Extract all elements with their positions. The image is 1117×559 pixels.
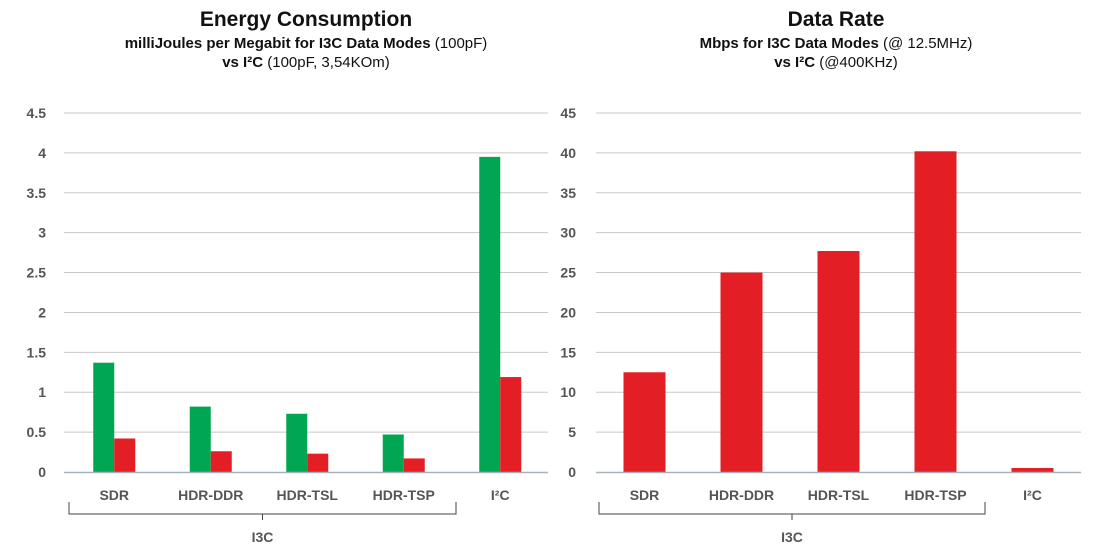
right-chart-subtitle-line1: Mbps for I3C Data Modes (@ 12.5MHz) [700,35,973,52]
left-chart-subtitle-line1: milliJoules per Megabit for I3C Data Mod… [125,35,488,52]
right-subtitle-line1-bold: Mbps for I3C Data Modes [700,35,879,52]
right-y-tick-label: 5 [568,424,576,440]
right-category-label: HDR-DDR [709,487,774,503]
left-bar [286,413,308,472]
right-y-tick-label: 10 [560,384,576,400]
right-y-tick-label: 40 [560,145,576,161]
right-chart-title: Data Rate [788,8,885,31]
right-category-label: HDR-TSP [904,487,966,503]
right-bar [720,272,763,472]
left-group-label: I3C [252,529,274,545]
left-y-tick-label: 2 [38,304,46,320]
left-bar [382,434,404,472]
left-chart: 0 0.5 1 1.5 2 2.5 3 3.5 4 4.5 SDR HDR-DDR HDR-TSL HDR… [27,105,548,545]
left-subtitle-line1-bold: milliJoules per Megabit for I3C Data Mod… [125,35,431,52]
left-y-tick-label: 2.5 [27,265,47,281]
right-y-tick-label: 20 [560,304,576,320]
left-category-label: HDR-DDR [178,487,243,503]
left-group-bracket [68,502,457,520]
left-bar [114,438,136,472]
right-y-tick-label: 0 [568,464,576,480]
right-category-label: I²C [1023,487,1042,503]
left-y-tick-label: 1.5 [27,344,47,360]
right-y-tick-label: 30 [560,225,576,241]
left-category-label: HDR-TSL [277,487,339,503]
left-y-tick-label: 1 [38,384,46,400]
left-y-tick-label: 3 [38,225,46,241]
left-subtitle-line2-bold: vs I²C [222,54,263,71]
left-bar [307,453,329,472]
left-subtitle-line2-rest: (100pF, 3,54KOm) [263,54,390,71]
left-category-label: I²C [491,487,510,503]
left-bar [189,406,211,472]
right-group-label: I3C [781,529,803,545]
left-bar [93,362,115,472]
right-y-tick-label: 25 [560,265,576,281]
right-subtitle-line2-bold: vs I²C [774,54,815,71]
right-y-tick-label: 35 [560,185,576,201]
left-chart-title: Energy Consumption [200,8,412,31]
left-y-tick-label: 0.5 [27,424,47,440]
right-bar [914,151,957,472]
right-category-label: HDR-TSL [808,487,870,503]
right-bar [623,372,666,472]
left-subtitle-line1-rest: (100pF) [431,35,488,52]
right-y-tick-label: 45 [560,105,576,121]
right-subtitle-line2-rest: (@400KHz) [815,54,898,71]
right-subtitle-line1-rest: (@ 12.5MHz) [879,35,973,52]
left-chart-subtitle-line2: vs I²C (100pF, 3,54KOm) [222,54,390,71]
left-bar [479,156,501,472]
right-chart-subtitle-line2: vs I²C (@400KHz) [774,54,898,71]
left-y-tick-label: 4.5 [27,105,47,121]
plot-area: 0 0.5 1 1.5 2 2.5 3 3.5 4 4.5 SDR HDR-DDR HDR-TSL HDR… [27,105,1081,545]
right-category-label: SDR [630,487,660,503]
left-bar [500,377,522,472]
right-y-tick-label: 15 [560,344,576,360]
left-category-label: SDR [99,487,129,503]
right-chart: 0 5 10 15 20 25 30 35 40 45 SDR HDR-DDR HDR-TSL HDR-T… [560,105,1081,545]
left-y-tick-label: 3.5 [27,185,47,201]
right-bar [817,251,860,472]
right-bar [1011,468,1054,472]
left-y-tick-label: 0 [38,464,46,480]
right-group-bracket [598,502,986,520]
left-y-tick-label: 4 [38,145,46,161]
left-category-label: HDR-TSP [373,487,435,503]
left-bar [210,451,232,472]
left-bar [403,458,425,472]
